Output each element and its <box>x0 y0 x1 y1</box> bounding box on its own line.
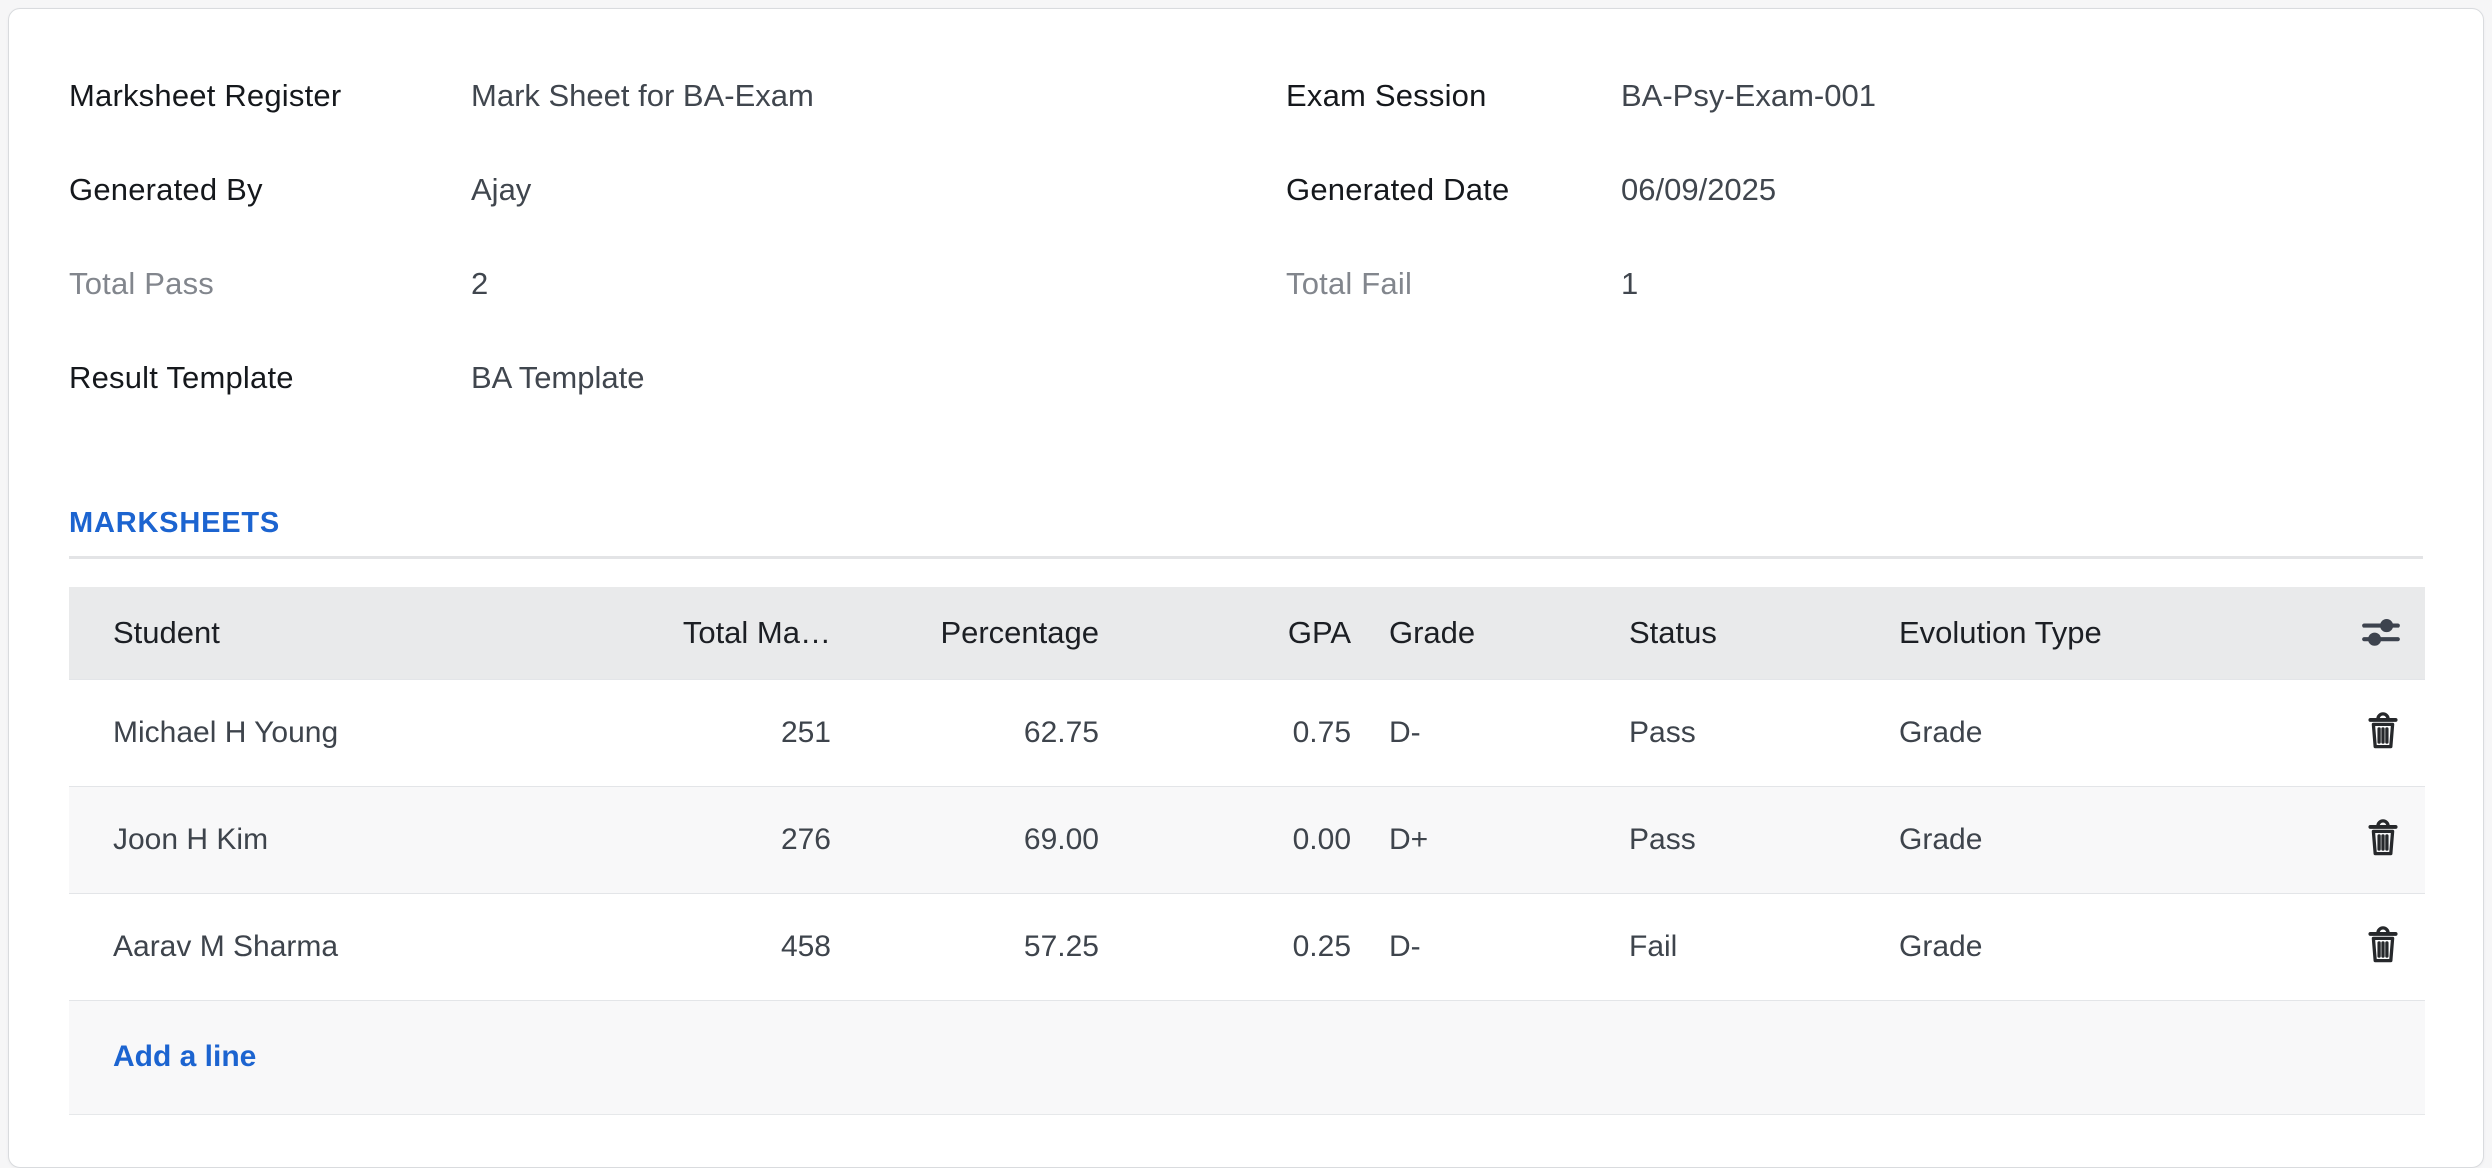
delete-row-button[interactable] <box>2365 925 2401 968</box>
cell-percentage[interactable]: 57.25 <box>1023 929 1099 963</box>
exam-session-label: Exam Session <box>1286 78 1487 113</box>
total-fail-value: 1 <box>1621 266 1639 301</box>
result-template-label: Result Template <box>69 360 294 395</box>
marksheets-table: Student Total Ma… Percentage GPA Grade S… <box>69 587 2425 1115</box>
cell-percentage[interactable]: 69.00 <box>1023 822 1099 856</box>
cell-grade[interactable]: D+ <box>1389 822 1429 856</box>
table-row[interactable]: Joon H Kim 276 69.00 0.00 D+ Pass Grade <box>69 786 2425 893</box>
add-line-link[interactable]: Add a line <box>113 1040 257 1073</box>
cell-percentage[interactable]: 62.75 <box>1023 715 1099 749</box>
cell-evolution-type[interactable]: Grade <box>1899 822 1983 856</box>
cell-total-marks[interactable]: 276 <box>780 822 831 856</box>
cell-status[interactable]: Fail <box>1629 929 1678 963</box>
form-sheet: Marksheet Register Mark Sheet for BA-Exa… <box>8 8 2484 1168</box>
notebook-tabs: MARKSHEETS <box>69 507 2423 559</box>
cell-total-marks[interactable]: 458 <box>780 929 831 963</box>
table-row[interactable]: Michael H Young 251 62.75 0.75 D- Pass G… <box>69 679 2425 786</box>
field-row-generated-by: Generated By Ajay <box>69 143 1204 237</box>
cell-gpa[interactable]: 0.00 <box>1292 822 1351 856</box>
cell-status[interactable]: Pass <box>1629 822 1696 856</box>
result-template-value[interactable]: BA Template <box>471 360 645 395</box>
generated-by-label: Generated By <box>69 172 263 207</box>
delete-row-button[interactable] <box>2365 818 2401 861</box>
field-column-left: Marksheet Register Mark Sheet for BA-Exa… <box>69 49 1204 425</box>
column-options-button[interactable] <box>2361 616 2401 651</box>
field-row-exam-session: Exam Session BA-Psy-Exam-001 <box>1286 49 2423 143</box>
generated-date-value[interactable]: 06/09/2025 <box>1621 172 1777 207</box>
column-header-grade[interactable]: Grade <box>1389 614 1476 650</box>
trash-icon <box>2365 818 2401 861</box>
field-column-right: Exam Session BA-Psy-Exam-001 Generated D… <box>1286 49 2423 425</box>
generated-by-value[interactable]: Ajay <box>471 172 532 207</box>
field-row-total-pass: Total Pass 2 <box>69 237 1204 331</box>
cell-student[interactable]: Michael H Young <box>113 715 339 749</box>
column-header-gpa[interactable]: GPA <box>1287 614 1351 650</box>
field-row-result-template: Result Template BA Template <box>69 331 1204 425</box>
table-header-row: Student Total Ma… Percentage GPA Grade S… <box>69 587 2425 679</box>
generated-date-label: Generated Date <box>1286 172 1510 207</box>
marksheet-register-label: Marksheet Register <box>69 78 342 113</box>
field-row-total-fail: Total Fail 1 <box>1286 237 2423 331</box>
cell-student[interactable]: Aarav M Sharma <box>113 929 339 963</box>
table-row[interactable]: Aarav M Sharma 458 57.25 0.25 D- Fail Gr… <box>69 893 2425 1000</box>
cell-gpa[interactable]: 0.25 <box>1292 929 1351 963</box>
cell-evolution-type[interactable]: Grade <box>1899 929 1983 963</box>
trash-icon <box>2365 711 2401 754</box>
field-row-generated-date: Generated Date 06/09/2025 <box>1286 143 2423 237</box>
total-fail-label: Total Fail <box>1286 266 1413 301</box>
column-header-percentage[interactable]: Percentage <box>940 614 1099 650</box>
column-options-sliders-icon <box>2361 616 2401 651</box>
cell-grade[interactable]: D- <box>1389 715 1421 749</box>
cell-status[interactable]: Pass <box>1629 715 1696 749</box>
column-options-header <box>2291 587 2425 679</box>
column-header-status[interactable]: Status <box>1629 614 1717 650</box>
column-header-evolution-type[interactable]: Evolution Type <box>1899 614 2102 650</box>
column-header-student[interactable]: Student <box>113 614 220 650</box>
add-line-row: Add a line <box>69 1000 2425 1114</box>
field-row-marksheet-register: Marksheet Register Mark Sheet for BA-Exa… <box>69 49 1204 143</box>
cell-evolution-type[interactable]: Grade <box>1899 715 1983 749</box>
tab-marksheets[interactable]: MARKSHEETS <box>69 507 281 539</box>
column-header-total-marks[interactable]: Total Ma… <box>682 614 831 650</box>
trash-icon <box>2365 925 2401 968</box>
delete-row-button[interactable] <box>2365 711 2401 754</box>
cell-grade[interactable]: D- <box>1389 929 1421 963</box>
cell-total-marks[interactable]: 251 <box>780 715 831 749</box>
marksheet-register-value[interactable]: Mark Sheet for BA-Exam <box>471 78 814 113</box>
exam-session-value[interactable]: BA-Psy-Exam-001 <box>1621 78 1876 113</box>
cell-student[interactable]: Joon H Kim <box>113 822 269 856</box>
field-grid: Marksheet Register Mark Sheet for BA-Exa… <box>69 49 2423 425</box>
total-pass-value: 2 <box>471 266 489 301</box>
cell-gpa[interactable]: 0.75 <box>1292 715 1351 749</box>
total-pass-label: Total Pass <box>69 266 215 301</box>
